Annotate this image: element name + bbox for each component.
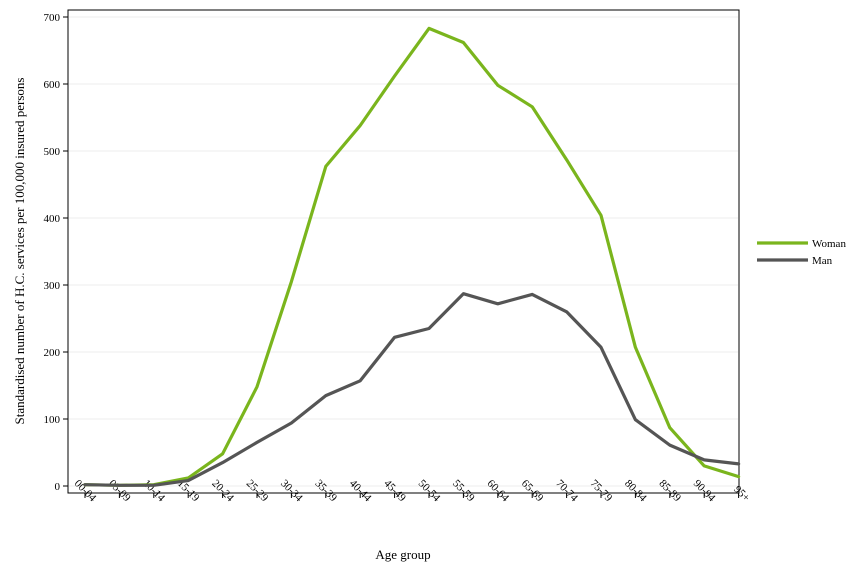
series-lines bbox=[83, 26, 741, 487]
data-point-woman bbox=[427, 27, 431, 30]
x-tick-label: 95+ bbox=[731, 483, 752, 504]
x-axis-title: Age group bbox=[375, 547, 430, 562]
x-tick-label: 35-39 bbox=[313, 477, 340, 504]
y-tick-label: 700 bbox=[44, 12, 61, 24]
data-point-man bbox=[634, 418, 637, 421]
y-axis-title: Standardised number of H.C. services per… bbox=[12, 78, 27, 425]
data-point-woman bbox=[462, 41, 465, 44]
data-point-man bbox=[496, 302, 499, 305]
data-point-man bbox=[599, 346, 603, 349]
data-point-woman bbox=[703, 464, 706, 468]
x-tick-label: 45-49 bbox=[381, 477, 408, 504]
data-point-man bbox=[255, 441, 259, 444]
y-tick-label: 300 bbox=[44, 280, 61, 292]
x-tick-label: 70-74 bbox=[553, 477, 580, 504]
x-tick-label: 65-69 bbox=[519, 477, 546, 504]
data-point-man bbox=[290, 421, 293, 425]
x-tick-label: 80-84 bbox=[622, 477, 649, 504]
data-point-woman bbox=[496, 84, 499, 87]
y-tick-label: 0 bbox=[55, 481, 61, 493]
data-point-man bbox=[359, 379, 362, 383]
x-tick-label: 25-29 bbox=[244, 477, 271, 504]
data-point-man bbox=[565, 310, 568, 313]
x-tick-label: 50-54 bbox=[416, 477, 443, 504]
data-point-man bbox=[152, 484, 155, 487]
data-point-woman bbox=[255, 385, 259, 389]
y-tick-label: 600 bbox=[44, 79, 61, 91]
data-point-man bbox=[83, 483, 87, 486]
x-tick-label: 05-09 bbox=[106, 477, 133, 504]
data-point-woman bbox=[599, 214, 603, 217]
y-tick-label: 100 bbox=[44, 414, 61, 426]
data-point-woman bbox=[634, 346, 637, 349]
data-point-man bbox=[187, 479, 190, 482]
x-tick-label: 60-64 bbox=[485, 477, 512, 504]
data-point-man bbox=[221, 461, 224, 464]
data-point-man bbox=[324, 394, 327, 397]
x-tick-label: 75-79 bbox=[588, 477, 615, 504]
data-point-man bbox=[393, 336, 396, 339]
y-axis: 0 100 200 300 400 500 600 700 bbox=[44, 12, 68, 493]
series-line-woman bbox=[83, 26, 741, 487]
series-line-man bbox=[83, 292, 741, 487]
data-point-woman bbox=[531, 105, 534, 108]
x-tick-label: 30-34 bbox=[278, 477, 305, 504]
y-tick-label: 200 bbox=[44, 347, 61, 359]
data-point-man bbox=[703, 458, 706, 462]
data-point-man bbox=[462, 292, 465, 295]
x-tick-label: 55-59 bbox=[450, 477, 477, 504]
x-tick-label: 40-44 bbox=[347, 477, 374, 504]
data-point-man bbox=[737, 462, 740, 466]
legend-label-woman: Woman bbox=[812, 238, 846, 250]
y-tick-label: 500 bbox=[44, 146, 61, 158]
gridlines bbox=[69, 16, 738, 487]
data-point-man bbox=[668, 443, 671, 447]
data-point-woman bbox=[668, 426, 671, 429]
legend-label-man: Man bbox=[812, 255, 833, 267]
x-tick-label: 20-24 bbox=[209, 477, 236, 504]
data-point-woman bbox=[221, 452, 224, 456]
data-point-woman bbox=[324, 165, 327, 168]
x-tick-label: 00-04 bbox=[72, 477, 99, 504]
x-tick-label: 90-94 bbox=[691, 477, 718, 504]
data-point-woman bbox=[393, 74, 396, 78]
data-point-woman bbox=[565, 158, 568, 161]
data-point-man bbox=[118, 484, 121, 487]
data-point-woman bbox=[359, 124, 362, 127]
data-point-man bbox=[531, 293, 534, 296]
legend: Woman Man bbox=[757, 238, 846, 267]
data-point-woman bbox=[290, 280, 293, 283]
x-tick-label: 85-89 bbox=[657, 477, 684, 504]
y-tick-label: 400 bbox=[44, 213, 61, 225]
data-point-woman bbox=[737, 475, 740, 478]
plot-frame bbox=[67, 9, 740, 494]
data-point-man bbox=[427, 327, 431, 330]
